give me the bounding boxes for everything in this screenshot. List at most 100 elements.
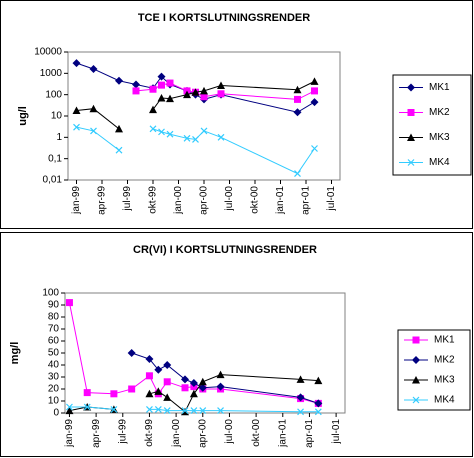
marker bbox=[145, 355, 154, 363]
marker bbox=[166, 79, 174, 87]
marker bbox=[314, 399, 323, 408]
series-line bbox=[131, 352, 319, 404]
series-line bbox=[135, 82, 315, 100]
y-tick-label: 80 bbox=[48, 312, 60, 323]
marker bbox=[154, 387, 163, 395]
x-tick-label: apr-01 bbox=[304, 419, 315, 448]
marker bbox=[217, 133, 225, 141]
plot-area bbox=[64, 292, 346, 414]
marker bbox=[294, 95, 301, 103]
marker bbox=[217, 81, 225, 89]
marker bbox=[200, 127, 208, 135]
marker bbox=[115, 124, 123, 133]
marker bbox=[294, 170, 301, 178]
marker bbox=[189, 389, 198, 398]
marker bbox=[132, 87, 140, 95]
marker bbox=[163, 407, 171, 415]
marker bbox=[314, 408, 322, 416]
legend-marker bbox=[407, 109, 415, 116]
y-tick-label: 30 bbox=[48, 372, 60, 383]
x-tick-label: jul-00 bbox=[224, 419, 235, 445]
marker bbox=[198, 383, 207, 392]
marker bbox=[110, 390, 118, 398]
x-tick-label: okt-99 bbox=[144, 419, 155, 447]
y-tick-label: 20 bbox=[48, 384, 60, 395]
marker bbox=[83, 389, 91, 397]
legend-label: MK1 bbox=[434, 335, 455, 346]
y-tick-label: 10000 bbox=[34, 47, 62, 58]
y-tick-label: 10 bbox=[48, 396, 60, 407]
marker bbox=[145, 372, 153, 380]
marker bbox=[158, 81, 165, 89]
marker bbox=[157, 93, 166, 102]
marker bbox=[181, 384, 189, 392]
legend-marker bbox=[407, 83, 415, 92]
chart-title: TCE I KORTSLUTNINGSRENDER bbox=[138, 12, 310, 24]
marker bbox=[73, 123, 80, 131]
x-tick-label: apr-99 bbox=[97, 186, 108, 215]
marker bbox=[83, 403, 91, 411]
marker bbox=[158, 128, 165, 136]
legend-marker bbox=[412, 336, 420, 344]
marker bbox=[110, 405, 118, 413]
legend-label: MK1 bbox=[429, 82, 450, 93]
x-tick-label: jul-99 bbox=[122, 186, 133, 212]
x-tick-label: jul-01 bbox=[331, 419, 342, 445]
legend-marker bbox=[412, 356, 420, 364]
marker bbox=[90, 127, 97, 135]
y-tick-label: 40 bbox=[48, 360, 60, 371]
y-tick-label: 70 bbox=[48, 324, 60, 335]
y-tick-label: 0 bbox=[53, 408, 59, 419]
chart-title: CR(VI) I KORTSLUTNINGSRENDER bbox=[133, 244, 317, 256]
marker bbox=[166, 130, 174, 138]
legend-label: MK3 bbox=[434, 375, 455, 386]
y-tick-label: 100 bbox=[42, 288, 59, 299]
marker bbox=[89, 104, 98, 113]
marker bbox=[198, 377, 207, 386]
legend-box bbox=[397, 329, 471, 411]
marker bbox=[191, 88, 200, 96]
marker bbox=[200, 93, 208, 101]
marker bbox=[314, 376, 323, 385]
y-tick-label: 1 bbox=[56, 132, 62, 143]
y-tick-label: 0,1 bbox=[48, 153, 62, 164]
marker bbox=[311, 87, 318, 95]
marker bbox=[115, 146, 123, 154]
marker bbox=[72, 59, 81, 68]
y-axis-label: mg/l bbox=[9, 342, 21, 365]
marker bbox=[163, 361, 172, 369]
legend-box bbox=[392, 74, 472, 176]
marker bbox=[189, 379, 198, 387]
legend-label: MK4 bbox=[434, 395, 455, 406]
x-tick-label: okt-00 bbox=[250, 186, 261, 214]
marker bbox=[183, 90, 191, 99]
marker bbox=[166, 94, 174, 103]
marker bbox=[157, 72, 166, 81]
y-tick-label: 100 bbox=[45, 89, 62, 100]
y-tick-label: 0,01 bbox=[43, 175, 63, 186]
marker bbox=[293, 108, 302, 117]
marker bbox=[132, 80, 140, 89]
x-tick-label: apr-00 bbox=[199, 186, 210, 215]
x-tick-label: okt-99 bbox=[148, 186, 159, 214]
marker bbox=[216, 382, 225, 391]
marker bbox=[128, 385, 136, 393]
marker bbox=[154, 365, 163, 374]
marker bbox=[149, 125, 157, 133]
x-tick-label: apr-99 bbox=[91, 419, 102, 448]
marker bbox=[145, 389, 154, 398]
plot-area bbox=[67, 51, 341, 181]
marker bbox=[216, 370, 225, 379]
marker bbox=[296, 393, 305, 402]
marker bbox=[146, 405, 153, 413]
x-tick-label: jul-00 bbox=[224, 186, 235, 212]
y-tick-label: 10 bbox=[51, 111, 63, 122]
y-tick-label: 1000 bbox=[40, 68, 63, 79]
legend-label: MK3 bbox=[429, 132, 450, 143]
marker bbox=[310, 77, 319, 85]
marker bbox=[199, 407, 207, 415]
x-tick-label: jul-99 bbox=[117, 419, 128, 445]
x-tick-label: jan-00 bbox=[173, 186, 184, 215]
marker bbox=[72, 106, 81, 115]
